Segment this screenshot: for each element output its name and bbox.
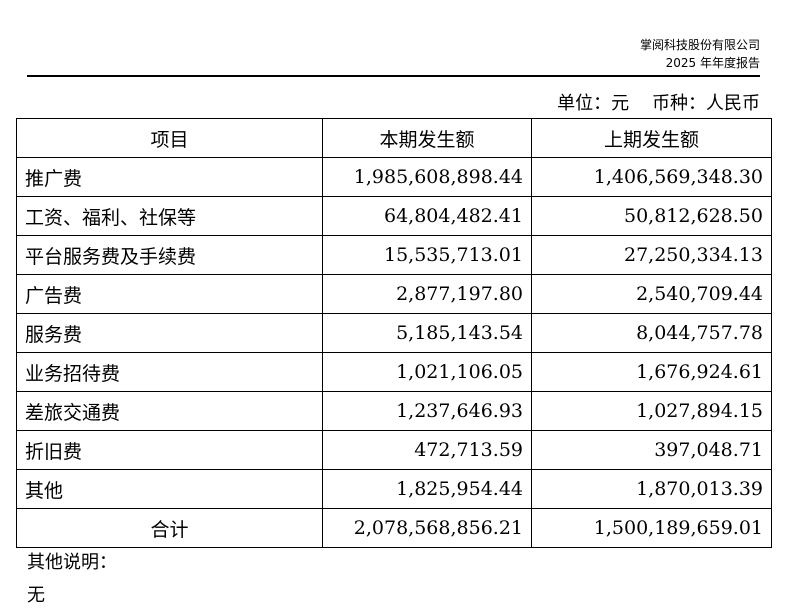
row-current-amount: 1,237,646.93 — [322, 391, 532, 431]
row-item: 广告费 — [16, 274, 323, 314]
table-row: 业务招待费 1,021,106.05 1,676,924.61 — [16, 352, 772, 392]
table-header-row: 项目 本期发生额 上期发生额 — [16, 118, 772, 158]
table-row: 推广费 1,985,608,898.44 1,406,569,348.30 — [16, 157, 772, 197]
row-item: 平台服务费及手续费 — [16, 235, 323, 275]
row-current-amount: 2,877,197.80 — [322, 274, 532, 314]
row-previous-amount: 397,048.71 — [531, 430, 772, 470]
table-row: 广告费 2,877,197.80 2,540,709.44 — [16, 274, 772, 314]
row-item: 差旅交通费 — [16, 391, 323, 431]
column-header-item: 项目 — [16, 118, 323, 158]
table-row: 差旅交通费 1,237,646.93 1,027,894.15 — [16, 391, 772, 431]
row-previous-amount: 8,044,757.78 — [531, 313, 772, 353]
table-row: 服务费 5,185,143.54 8,044,757.78 — [16, 313, 772, 353]
row-previous-amount: 27,250,334.13 — [531, 235, 772, 275]
row-item: 推广费 — [16, 157, 323, 197]
row-item: 服务费 — [16, 313, 323, 353]
row-previous-amount: 1,406,569,348.30 — [531, 157, 772, 197]
total-label: 合计 — [16, 508, 323, 548]
table-row: 其他 1,825,954.44 1,870,013.39 — [16, 469, 772, 509]
other-notes-text: 无 — [27, 585, 45, 606]
report-title: 2025 年年度报告 — [665, 56, 760, 70]
row-previous-amount: 1,870,013.39 — [531, 469, 772, 509]
row-item: 业务招待费 — [16, 352, 323, 392]
column-header-previous-period: 上期发生额 — [531, 118, 772, 158]
company-name: 掌阅科技股份有限公司 — [639, 38, 760, 52]
row-previous-amount: 1,027,894.15 — [531, 391, 772, 431]
table-total-row: 合计 2,078,568,856.21 1,500,189,659.01 — [16, 508, 772, 548]
row-current-amount: 1,825,954.44 — [322, 469, 532, 509]
table-row: 折旧费 472,713.59 397,048.71 — [16, 430, 772, 470]
unit-currency-line: 单位：元 币种：人民币 — [557, 93, 760, 114]
header-divider — [27, 75, 760, 77]
row-current-amount: 1,985,608,898.44 — [322, 157, 532, 197]
total-previous-amount: 1,500,189,659.01 — [531, 508, 772, 548]
table-row: 平台服务费及手续费 15,535,713.01 27,250,334.13 — [16, 235, 772, 275]
row-item: 折旧费 — [16, 430, 323, 470]
table-row: 工资、福利、社保等 64,804,482.41 50,812,628.50 — [16, 196, 772, 236]
other-notes-label: 其他说明： — [27, 552, 117, 573]
row-current-amount: 15,535,713.01 — [322, 235, 532, 275]
row-current-amount: 5,185,143.54 — [322, 313, 532, 353]
row-current-amount: 1,021,106.05 — [322, 352, 532, 392]
row-item: 工资、福利、社保等 — [16, 196, 323, 236]
row-previous-amount: 50,812,628.50 — [531, 196, 772, 236]
row-previous-amount: 1,676,924.61 — [531, 352, 772, 392]
row-current-amount: 64,804,482.41 — [322, 196, 532, 236]
column-header-current-period: 本期发生额 — [322, 118, 532, 158]
row-current-amount: 472,713.59 — [322, 430, 532, 470]
expense-table: 项目 本期发生额 上期发生额 推广费 1,985,608,898.44 1,40… — [16, 118, 772, 548]
row-previous-amount: 2,540,709.44 — [531, 274, 772, 314]
row-item: 其他 — [16, 469, 323, 509]
total-current-amount: 2,078,568,856.21 — [322, 508, 532, 548]
